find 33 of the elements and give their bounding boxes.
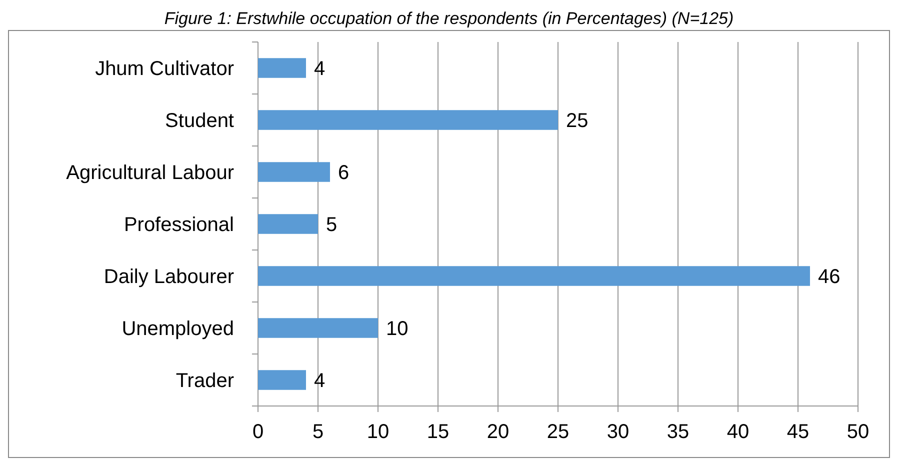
data-label: 25 bbox=[566, 110, 588, 132]
y-tick-label: Daily Labourer bbox=[104, 266, 234, 288]
x-tick-label: 25 bbox=[546, 421, 570, 443]
x-tick-label: 50 bbox=[846, 421, 870, 443]
y-tick-label: Student bbox=[165, 110, 234, 132]
data-label: 4 bbox=[314, 370, 326, 392]
x-tick-label: 30 bbox=[606, 421, 630, 443]
x-tick-label: 5 bbox=[312, 421, 324, 443]
bar bbox=[258, 162, 330, 182]
data-label: 4 bbox=[314, 58, 326, 80]
y-tick-label: Agricultural Labour bbox=[66, 162, 234, 184]
data-label: 10 bbox=[386, 318, 408, 340]
x-tick-label: 15 bbox=[426, 421, 450, 443]
y-tick-label: Professional bbox=[124, 214, 234, 236]
x-tick-label: 10 bbox=[366, 421, 390, 443]
y-tick-label: Jhum Cultivator bbox=[95, 58, 234, 80]
x-tick-label: 45 bbox=[786, 421, 810, 443]
bar bbox=[258, 318, 378, 338]
y-tick-label: Unemployed bbox=[122, 318, 234, 340]
data-label: 5 bbox=[326, 214, 338, 236]
x-tick-label: 35 bbox=[666, 421, 690, 443]
x-tick-label: 40 bbox=[726, 421, 750, 443]
chart-title: Figure 1: Erstwhile occupation of the respondents (in Percentages) (N=125) bbox=[164, 9, 734, 28]
x-tick-label: 20 bbox=[486, 421, 510, 443]
bar bbox=[258, 214, 318, 234]
bar bbox=[258, 266, 810, 286]
bar bbox=[258, 370, 306, 390]
bar bbox=[258, 110, 558, 130]
y-tick-label: Trader bbox=[176, 370, 234, 392]
data-label: 46 bbox=[818, 266, 840, 288]
x-tick-label: 0 bbox=[252, 421, 264, 443]
data-label: 6 bbox=[338, 162, 350, 184]
bar bbox=[258, 58, 306, 78]
